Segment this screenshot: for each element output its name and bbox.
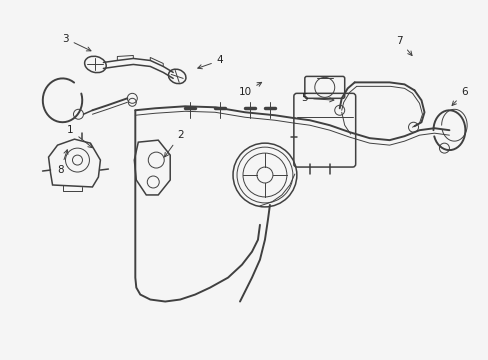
Text: 1: 1 <box>67 125 92 148</box>
Text: 8: 8 <box>57 150 68 175</box>
Text: 3: 3 <box>62 33 91 51</box>
Text: 2: 2 <box>164 130 183 157</box>
Text: 4: 4 <box>197 55 223 69</box>
Text: 7: 7 <box>395 36 411 55</box>
Text: 9: 9 <box>0 359 1 360</box>
Text: 5: 5 <box>301 93 333 103</box>
Text: 6: 6 <box>451 87 467 105</box>
Text: 11: 11 <box>0 359 1 360</box>
Text: 10: 10 <box>238 82 261 97</box>
